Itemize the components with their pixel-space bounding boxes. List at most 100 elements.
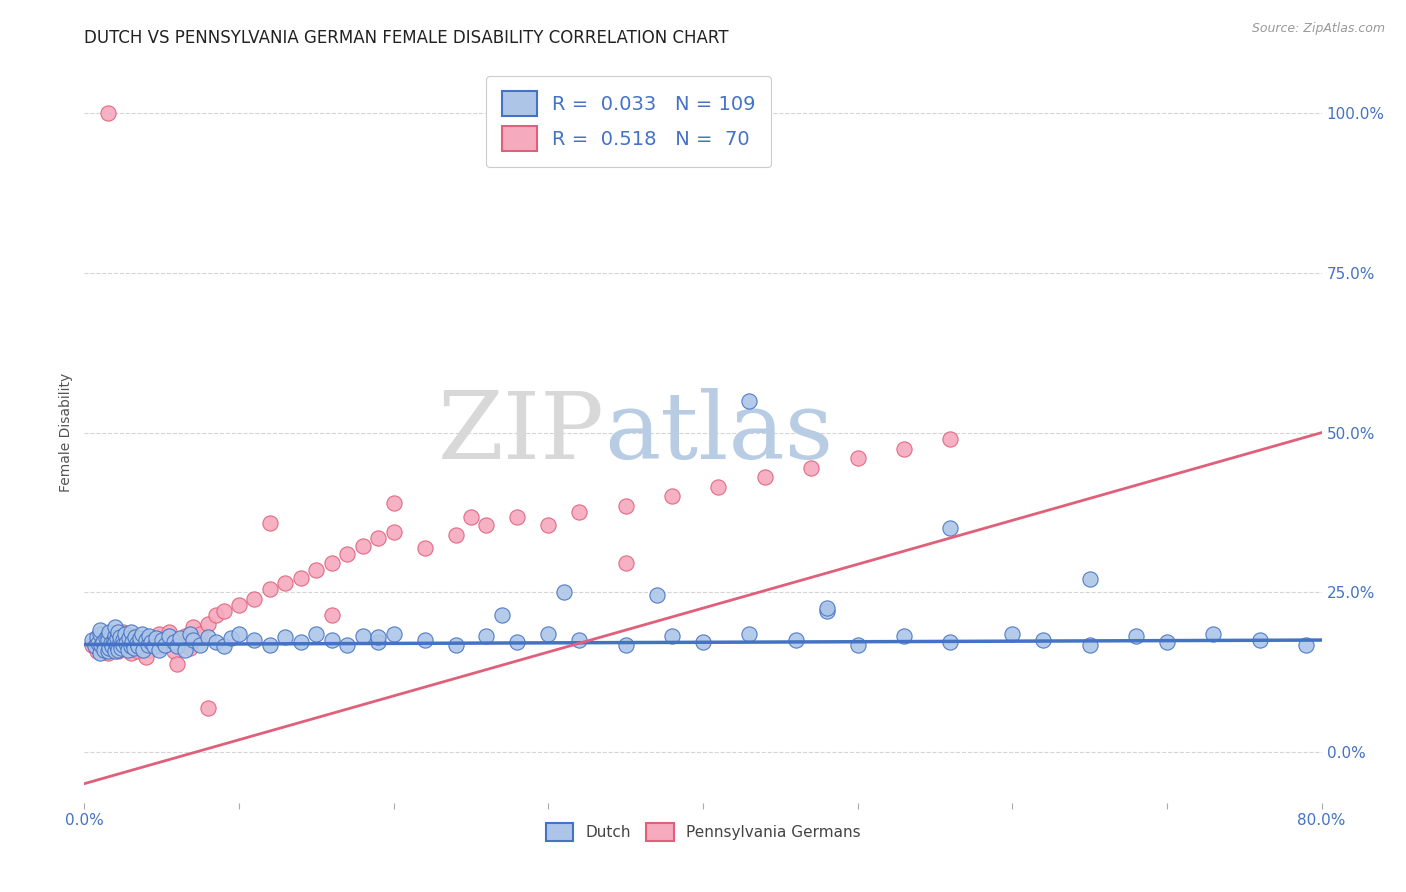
Point bbox=[336, 547, 359, 561]
Point bbox=[475, 518, 498, 533]
Point bbox=[96, 631, 118, 645]
Point bbox=[1001, 626, 1024, 640]
Point bbox=[132, 640, 155, 654]
Point bbox=[89, 624, 111, 638]
Point bbox=[614, 638, 637, 652]
Point bbox=[166, 633, 188, 648]
Point bbox=[537, 626, 560, 640]
Point bbox=[112, 633, 135, 648]
Point bbox=[174, 629, 197, 643]
Point bbox=[738, 626, 761, 640]
Point bbox=[614, 499, 637, 513]
Point bbox=[939, 432, 962, 446]
Point bbox=[413, 633, 436, 648]
Point bbox=[553, 585, 575, 599]
Point bbox=[94, 631, 117, 645]
Point bbox=[89, 646, 111, 660]
Point bbox=[107, 642, 129, 657]
Point bbox=[815, 604, 838, 618]
Point bbox=[491, 607, 513, 622]
Point bbox=[108, 630, 131, 644]
Point bbox=[568, 633, 591, 648]
Point bbox=[107, 644, 129, 658]
Point bbox=[127, 644, 149, 658]
Point bbox=[163, 635, 186, 649]
Point bbox=[122, 641, 145, 656]
Point bbox=[367, 635, 389, 649]
Point bbox=[135, 650, 157, 665]
Point bbox=[150, 640, 173, 654]
Point bbox=[112, 638, 135, 652]
Point bbox=[153, 633, 176, 648]
Point bbox=[212, 640, 235, 654]
Point bbox=[159, 629, 180, 643]
Point bbox=[800, 460, 823, 475]
Point bbox=[228, 598, 250, 612]
Point bbox=[382, 626, 405, 640]
Point bbox=[105, 631, 128, 645]
Point bbox=[460, 509, 482, 524]
Point bbox=[661, 629, 683, 643]
Point bbox=[104, 630, 127, 644]
Point bbox=[305, 563, 328, 577]
Point bbox=[112, 635, 135, 649]
Point bbox=[205, 607, 228, 622]
Point bbox=[205, 635, 228, 649]
Point bbox=[101, 640, 124, 654]
Point bbox=[148, 626, 170, 640]
Point bbox=[1156, 635, 1178, 649]
Point bbox=[785, 633, 807, 648]
Point bbox=[181, 633, 204, 648]
Point bbox=[89, 626, 111, 640]
Point bbox=[197, 617, 219, 632]
Point bbox=[367, 531, 389, 545]
Point bbox=[138, 629, 160, 643]
Point bbox=[179, 641, 201, 656]
Point bbox=[815, 601, 838, 615]
Point bbox=[132, 642, 155, 657]
Point bbox=[135, 633, 157, 648]
Point bbox=[506, 509, 529, 524]
Point bbox=[661, 490, 683, 504]
Point bbox=[367, 630, 389, 644]
Point bbox=[506, 635, 529, 649]
Point bbox=[120, 633, 142, 648]
Point bbox=[143, 640, 166, 654]
Legend: Dutch, Pennsylvania Germans: Dutch, Pennsylvania Germans bbox=[540, 817, 866, 847]
Point bbox=[120, 646, 142, 660]
Point bbox=[219, 631, 242, 645]
Point bbox=[321, 607, 343, 622]
Point bbox=[104, 629, 127, 643]
Point bbox=[153, 638, 176, 652]
Point bbox=[321, 557, 343, 571]
Text: ZIP: ZIP bbox=[437, 388, 605, 477]
Point bbox=[96, 644, 118, 658]
Point bbox=[259, 638, 281, 652]
Point bbox=[101, 638, 124, 652]
Point bbox=[117, 642, 139, 657]
Point bbox=[169, 638, 191, 652]
Point bbox=[197, 630, 219, 644]
Point bbox=[96, 629, 118, 643]
Point bbox=[707, 480, 730, 494]
Point bbox=[846, 451, 869, 466]
Point bbox=[290, 571, 312, 585]
Point bbox=[98, 624, 121, 639]
Point bbox=[138, 642, 160, 657]
Point bbox=[738, 393, 761, 408]
Point bbox=[110, 641, 132, 656]
Point bbox=[1078, 573, 1101, 587]
Point bbox=[1125, 629, 1147, 643]
Point bbox=[568, 505, 591, 519]
Point bbox=[135, 631, 157, 645]
Point bbox=[169, 631, 191, 645]
Point bbox=[104, 644, 127, 658]
Point bbox=[382, 524, 405, 539]
Point bbox=[1295, 638, 1317, 652]
Point bbox=[108, 635, 131, 649]
Point bbox=[893, 442, 915, 456]
Point bbox=[159, 624, 180, 639]
Point bbox=[1078, 638, 1101, 652]
Point bbox=[893, 629, 915, 643]
Point bbox=[143, 635, 166, 649]
